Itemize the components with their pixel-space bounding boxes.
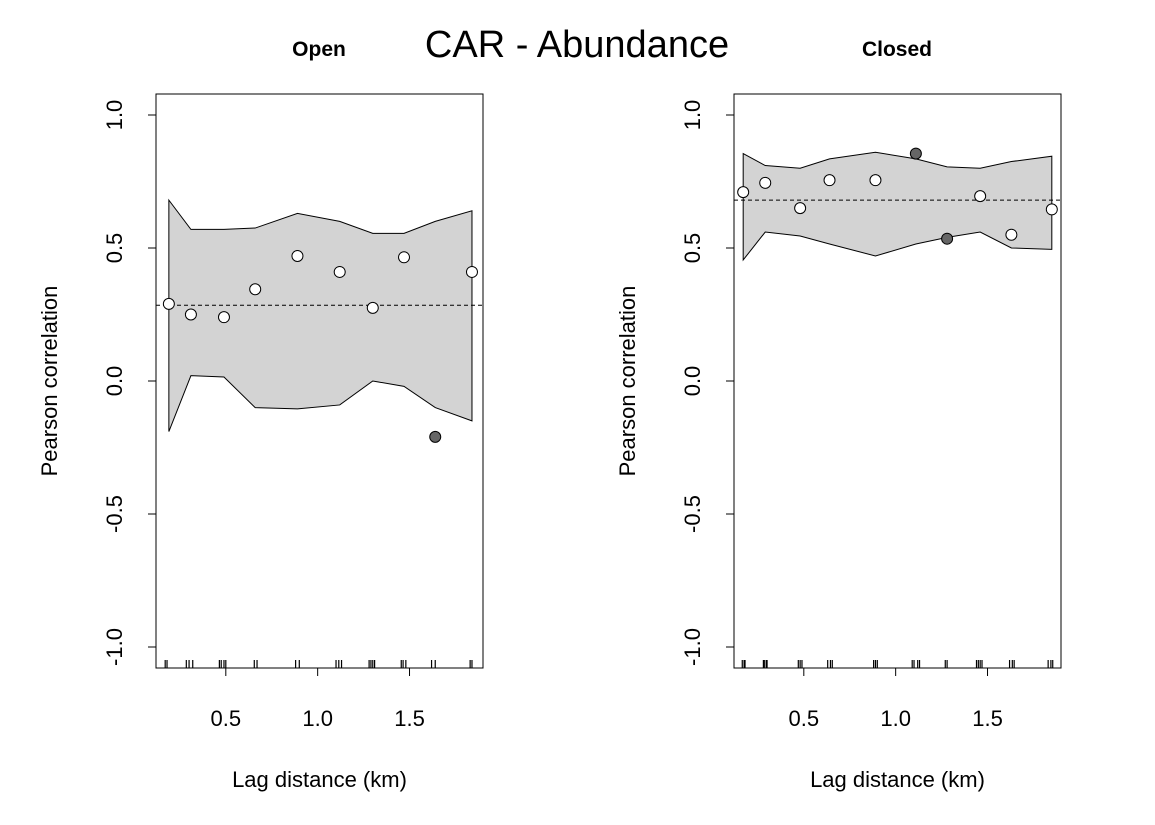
- data-point-7: [974, 190, 987, 203]
- x-axis-title: Lag distance (km): [810, 767, 985, 792]
- data-point-3: [249, 283, 262, 296]
- data-point-9: [1045, 203, 1058, 216]
- data-point-3: [823, 174, 836, 187]
- data-point-7: [398, 251, 411, 264]
- data-point-0: [162, 297, 175, 310]
- y-tick-label-4: 1.0: [680, 100, 705, 131]
- y-tick-label-2: 0.0: [102, 366, 127, 397]
- y-tick-label-1: -0.5: [680, 495, 705, 533]
- x-tick-label-2: 1.5: [972, 706, 1003, 731]
- data-point-6: [366, 301, 379, 314]
- x-tick-label-1: 1.0: [880, 706, 911, 731]
- data-point-8: [1005, 228, 1018, 241]
- x-tick-label-1: 1.0: [302, 706, 333, 731]
- y-axis-title: Pearson correlation: [615, 286, 640, 477]
- data-point-9: [465, 265, 478, 278]
- y-tick-label-3: 0.5: [102, 233, 127, 264]
- data-point-6: [941, 232, 954, 245]
- y-axis-title: Pearson correlation: [37, 286, 62, 477]
- envelope-band: [168, 198, 473, 432]
- envelope-band: [742, 151, 1053, 262]
- data-point-4: [869, 174, 882, 187]
- y-tick-label-0: -1.0: [680, 628, 705, 666]
- panel-1: -1.0 -0.5 0.0 0.5 1.0 0.5 1.0 1.5 Lag distance (…: [615, 38, 1062, 792]
- data-point-2: [794, 202, 807, 215]
- y-tick-label-2: 0.0: [680, 366, 705, 397]
- y-tick-label-0: -1.0: [102, 628, 127, 666]
- x-tick-label-2: 1.5: [394, 706, 425, 731]
- y-tick-label-4: 1.0: [102, 100, 127, 131]
- data-point-1: [184, 308, 197, 321]
- y-tick-label-3: 0.5: [680, 233, 705, 264]
- x-tick-label-0: 0.5: [211, 706, 242, 731]
- data-point-5: [333, 265, 346, 278]
- x-axis-title: Lag distance (km): [232, 767, 407, 792]
- panel-title: Open: [292, 38, 346, 61]
- data-point-1: [759, 176, 772, 189]
- data-point-5: [909, 147, 922, 160]
- main-title: CAR - Abundance: [425, 24, 729, 66]
- panel-title: Closed: [862, 38, 932, 61]
- data-point-0: [737, 186, 750, 199]
- x-tick-label-0: 0.5: [789, 706, 820, 731]
- y-tick-label-1: -0.5: [102, 495, 127, 533]
- data-point-8: [429, 430, 442, 443]
- panel-0: -1.0 -0.5 0.0 0.5 1.0 0.5 1.0 1.5 Lag distance (…: [37, 38, 484, 792]
- data-point-4: [291, 249, 304, 262]
- data-point-2: [217, 311, 230, 324]
